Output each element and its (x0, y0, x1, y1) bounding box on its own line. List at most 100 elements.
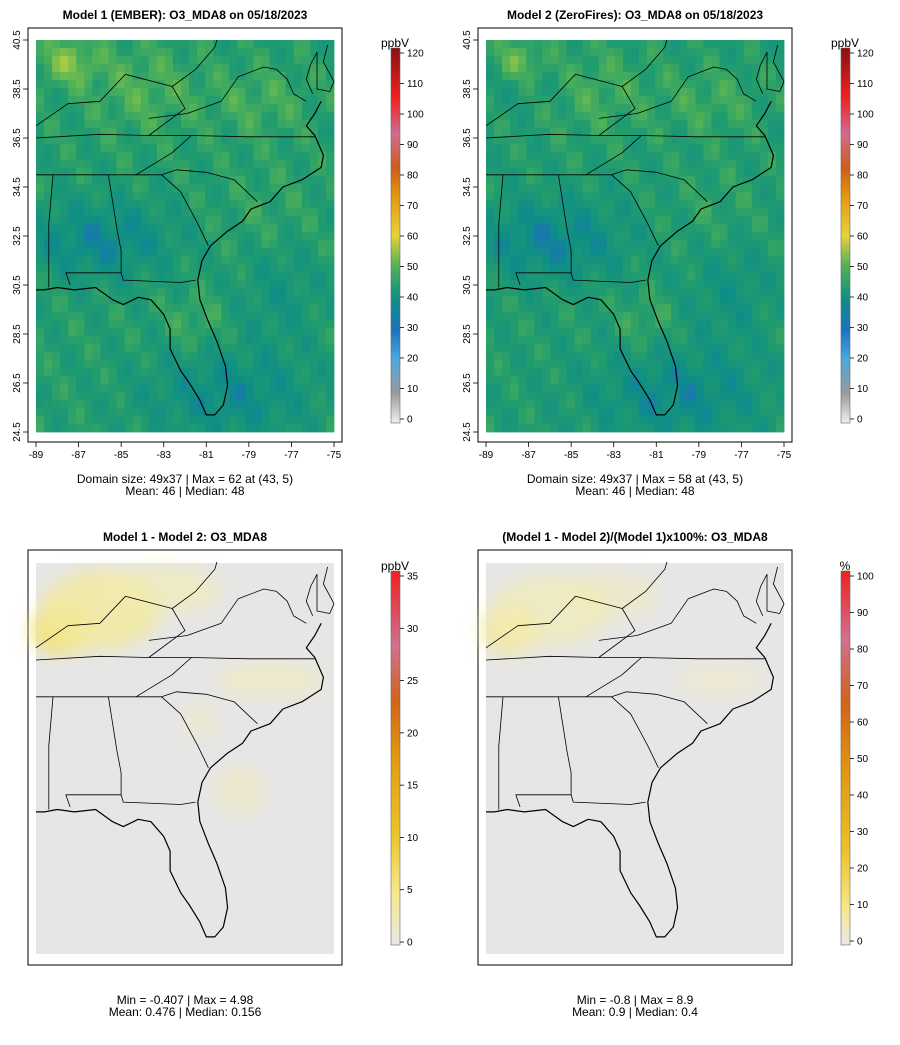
heatmap-cell (92, 272, 101, 281)
heatmap-cell (116, 304, 125, 313)
heatmap-cell (205, 184, 214, 193)
heatmap-cell (68, 304, 77, 313)
heatmap-cell (36, 136, 45, 145)
heatmap-cell (285, 248, 295, 257)
heatmap-cell (775, 304, 785, 313)
heatmap-cell (213, 320, 222, 329)
stats-line-1: Domain size: 49x37 | Max = 62 at (43, 5) (77, 472, 293, 486)
heatmap-cell (285, 376, 295, 385)
heatmap-cell (735, 248, 745, 257)
heatmap-cell (574, 160, 584, 169)
heatmap-cell (703, 136, 712, 145)
heatmap-cell (269, 360, 279, 369)
heatmap-cell (703, 344, 712, 353)
heatmap-cell (164, 184, 174, 193)
heatmap-cell (285, 272, 295, 281)
heatmap-cell (759, 416, 769, 425)
heatmap-cell (92, 104, 101, 113)
heatmap-cell (84, 48, 93, 57)
heatmap-cell (703, 376, 712, 385)
heatmap-cell (542, 40, 551, 49)
heatmap-cell (197, 288, 206, 297)
heatmap-cell (189, 176, 198, 185)
heatmap-cell (614, 288, 624, 297)
heatmap-cell (116, 56, 125, 65)
heatmap-cell (245, 136, 254, 145)
heatmap-cell (205, 376, 214, 385)
heatmap-cell (132, 280, 142, 289)
heatmap-cell (622, 136, 632, 145)
heatmap-cell (775, 256, 785, 265)
heatmap-cell (237, 424, 246, 433)
heatmap-cell (502, 88, 511, 97)
heatmap-cell (237, 416, 246, 425)
heatmap-cell (100, 376, 109, 385)
heatmap-cell (301, 64, 311, 73)
heatmap-cell (510, 400, 519, 409)
colorbar-tick-label: 70 (857, 201, 869, 212)
heatmap-cell (542, 144, 551, 153)
heatmap-cell (639, 120, 648, 129)
heatmap-cell (775, 40, 785, 49)
heatmap-cell (205, 352, 214, 361)
heatmap-cell (711, 208, 720, 217)
heatmap-cell (695, 200, 704, 209)
heatmap-cell (261, 328, 270, 337)
heatmap-cell (124, 288, 134, 297)
heatmap-cell (92, 224, 101, 233)
heatmap-cell (180, 336, 190, 345)
heatmap-cell (229, 240, 238, 249)
heatmap-cell (606, 88, 616, 97)
heatmap-cell (309, 320, 319, 329)
x-tick-label: -79 (692, 450, 707, 461)
heatmap-cell (285, 384, 295, 393)
heatmap-cell (325, 80, 335, 89)
heatmap-cell (719, 192, 729, 201)
heatmap-cell (68, 416, 77, 425)
heatmap-cell (679, 56, 688, 65)
heatmap-cell (639, 128, 648, 137)
heatmap-cell (148, 176, 158, 185)
heatmap-cell (293, 136, 303, 145)
heatmap-cell (703, 296, 712, 305)
heatmap-cell (582, 200, 592, 209)
heatmap-cell (735, 72, 745, 81)
heatmap-cell (671, 368, 680, 377)
heatmap-cell (566, 376, 575, 385)
heatmap-cell (237, 184, 246, 193)
heatmap-cell (639, 184, 648, 193)
colorbar-tick-label: 30 (407, 624, 419, 635)
heatmap-cell (671, 40, 680, 49)
heatmap-cell (582, 248, 592, 257)
heatmap-cell (116, 112, 125, 121)
heatmap-cell (172, 224, 182, 233)
heatmap-cell (237, 192, 246, 201)
heatmap-cell (213, 136, 222, 145)
heatmap-cell (132, 144, 142, 153)
heatmap-cell (775, 168, 785, 177)
heatmap-cell (775, 160, 785, 169)
heatmap-cell (285, 184, 295, 193)
heatmap-cell (494, 264, 503, 273)
heatmap-cell (221, 256, 230, 265)
heatmap-cell (285, 256, 295, 265)
heatmap-cell (189, 336, 198, 345)
heatmap-cell (213, 160, 222, 169)
heatmap-cell (197, 144, 206, 153)
heatmap-cell (76, 40, 85, 49)
heatmap-cell (622, 416, 632, 425)
heatmap-cell (558, 216, 567, 225)
heatmap-cell (542, 352, 551, 361)
heatmap-cell (92, 384, 101, 393)
heatmap-cell (245, 72, 254, 81)
heatmap-cell (116, 416, 125, 425)
heatmap-cell (630, 152, 640, 161)
heatmap-cell (124, 248, 134, 257)
heatmap-cell (494, 208, 503, 217)
heatmap-cell (558, 360, 567, 369)
heatmap-cell (197, 336, 206, 345)
heatmap-cell (172, 48, 182, 57)
heatmap-cell (630, 216, 640, 225)
heatmap-cell (518, 368, 527, 377)
heatmap-cell (518, 56, 527, 65)
